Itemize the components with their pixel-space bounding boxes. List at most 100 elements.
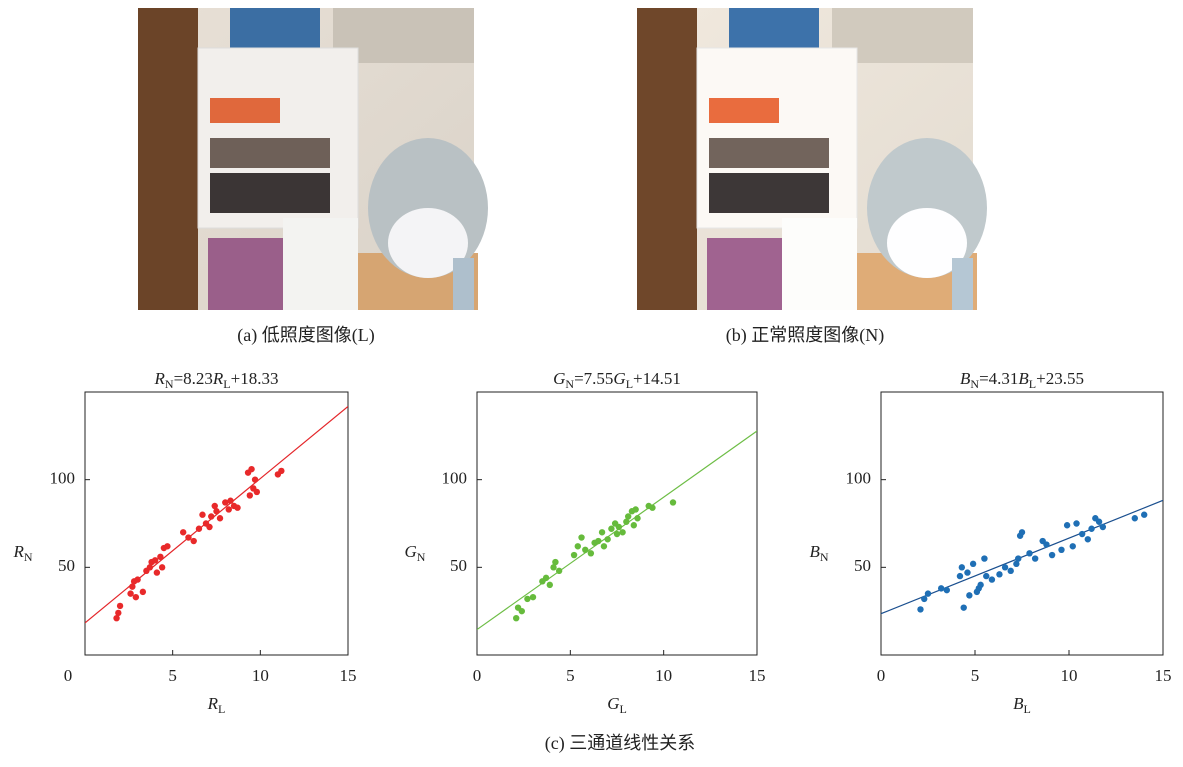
y-axis-label: BN​	[809, 542, 828, 564]
data-point	[649, 505, 655, 511]
data-point	[1026, 550, 1032, 556]
y-tick-label: 100	[50, 469, 76, 488]
data-point	[966, 592, 972, 598]
data-point	[275, 471, 281, 477]
y-axis-label: GN​	[405, 542, 426, 564]
data-point	[1043, 541, 1049, 547]
data-point	[227, 498, 233, 504]
data-point	[133, 594, 139, 600]
x-tick-label: 15	[749, 666, 766, 685]
data-point	[1002, 564, 1008, 570]
data-point	[1019, 529, 1025, 535]
data-point	[571, 552, 577, 558]
data-point	[1049, 552, 1055, 558]
data-point	[634, 515, 640, 521]
chart-title: RN​=8.23RL​+18.33	[154, 369, 279, 391]
data-point	[938, 585, 944, 591]
data-point	[957, 573, 963, 579]
data-point	[981, 555, 987, 561]
data-point	[601, 543, 607, 549]
y-axis-label: RN​	[12, 542, 32, 564]
data-point	[185, 534, 191, 540]
data-point	[513, 615, 519, 621]
data-point	[970, 561, 976, 567]
data-point	[921, 596, 927, 602]
data-point	[164, 543, 170, 549]
data-point	[1132, 515, 1138, 521]
data-point	[226, 506, 232, 512]
data-point	[578, 534, 584, 540]
data-point	[199, 512, 205, 518]
data-point	[115, 610, 121, 616]
data-point	[191, 538, 197, 544]
data-point	[1096, 519, 1102, 525]
x-tick-label: 15	[1155, 666, 1172, 685]
data-point	[599, 529, 605, 535]
plot: 05101550100GN​=7.55GL​+14.51GL​GN​	[405, 369, 766, 716]
data-point	[530, 594, 536, 600]
x-tick-label: 0	[64, 666, 73, 685]
data-point	[547, 582, 553, 588]
y-tick-label: 100	[846, 469, 872, 488]
data-point	[588, 550, 594, 556]
data-point	[180, 529, 186, 535]
chart-title: BN​=4.31BL​+23.55	[960, 369, 1084, 391]
x-tick-label: 0	[877, 666, 886, 685]
photo-low-light	[138, 8, 488, 310]
y-tick-label: 50	[854, 556, 871, 575]
data-point	[961, 604, 967, 610]
data-point	[127, 590, 133, 596]
data-point	[247, 492, 253, 498]
data-point	[977, 582, 983, 588]
data-point	[1085, 536, 1091, 542]
data-point	[117, 603, 123, 609]
data-point	[1058, 547, 1064, 553]
data-point	[1070, 543, 1076, 549]
x-tick-label: 5	[971, 666, 980, 685]
data-point	[616, 524, 622, 530]
data-point	[1073, 520, 1079, 526]
data-point	[234, 505, 240, 511]
photo-normal-light	[637, 8, 987, 310]
data-point	[519, 608, 525, 614]
data-point	[925, 590, 931, 596]
data-point	[1064, 522, 1070, 528]
data-point	[154, 569, 160, 575]
data-point	[631, 522, 637, 528]
fit-line	[85, 406, 348, 622]
data-point	[582, 547, 588, 553]
data-point	[134, 576, 140, 582]
data-point	[1008, 568, 1014, 574]
caption: (b) 正常照度图像(N)	[726, 325, 884, 346]
data-point	[213, 508, 219, 514]
data-point	[964, 569, 970, 575]
x-tick-label: 5	[168, 666, 177, 685]
data-point	[625, 513, 631, 519]
fit-line	[477, 431, 757, 630]
figure: (a) 低照度图像(L) (b) 正常照度图像(N) (c) 三通道线性关系 0…	[0, 0, 1183, 762]
data-point	[1015, 555, 1021, 561]
data-point	[208, 513, 214, 519]
data-point	[1079, 531, 1085, 537]
x-axis-label: BL​	[1013, 694, 1031, 716]
y-tick-label: 50	[58, 556, 75, 575]
data-point	[575, 543, 581, 549]
x-tick-label: 10	[655, 666, 672, 685]
data-point	[632, 506, 638, 512]
data-point	[989, 576, 995, 582]
data-point	[248, 466, 254, 472]
data-point	[556, 568, 562, 574]
x-tick-label: 15	[340, 666, 357, 685]
data-point	[140, 589, 146, 595]
data-point	[983, 573, 989, 579]
chart-title: GN​=7.55GL​+14.51	[553, 369, 681, 391]
data-point	[1032, 555, 1038, 561]
data-point	[614, 531, 620, 537]
data-point	[670, 499, 676, 505]
data-point	[1100, 524, 1106, 530]
caption: (c) 三通道线性关系	[545, 733, 695, 754]
x-axis-label: GL​	[607, 694, 627, 716]
x-tick-label: 0	[473, 666, 482, 685]
